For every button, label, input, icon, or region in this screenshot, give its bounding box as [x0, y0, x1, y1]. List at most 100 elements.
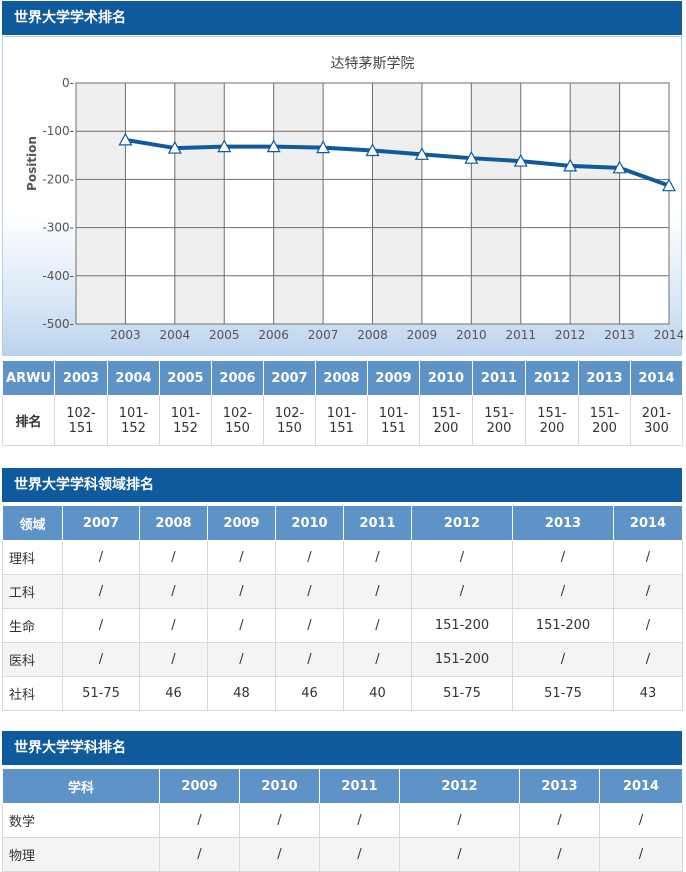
table-header-year: 2010	[239, 768, 320, 804]
line-chart: 0- -100- -200- -300- -400- -500- 2003 2004 2005 2…	[25, 56, 683, 342]
table-header-year: 2014	[599, 768, 683, 804]
table-row: 社科 51-75 46 48 46 40 51-75 51-75 43	[2, 676, 683, 711]
subject-ranking-table: 学科 2009 2010 2011 2012 2013 2014 数学 / / / / / / 物理 / / /…	[2, 768, 683, 872]
table-header-year: 2014	[613, 505, 683, 541]
rank-cell: /	[319, 837, 400, 872]
x-tick-label: 2013	[604, 328, 635, 342]
table-header-year: 2010	[275, 505, 344, 541]
plot-band	[76, 83, 126, 324]
section-header-field: 世界大学学科领域排名	[2, 468, 682, 502]
data-point	[661, 178, 677, 192]
y-tick-label: -200-	[42, 172, 74, 186]
table-header-year: 2009	[367, 360, 420, 396]
row-label: 医科	[2, 642, 63, 677]
rank-cell: /	[275, 642, 344, 677]
data-point	[365, 143, 380, 157]
rank-cell: /	[613, 540, 683, 575]
table-header-year: 2008	[139, 505, 208, 541]
rank-cell: /	[599, 837, 683, 872]
table-header-year: 2011	[472, 360, 526, 396]
rank-cell: /	[613, 608, 683, 643]
y-tick-label: -400-	[42, 269, 74, 283]
row-label: 工科	[2, 574, 63, 609]
table-header-year: 2006	[211, 360, 264, 396]
row-label: 社科	[2, 676, 63, 711]
table-header-year: 2009	[207, 505, 276, 541]
section-title: 世界大学学术排名	[14, 10, 126, 26]
rank-cell: 40	[343, 676, 412, 711]
rank-cell: /	[139, 642, 208, 677]
plot-band	[273, 83, 324, 324]
table-header-year: 2013	[578, 360, 631, 396]
rank-cell: /	[62, 608, 140, 643]
x-tick-label: 2009	[407, 328, 438, 342]
data-point	[464, 150, 479, 164]
rank-cell: 46	[139, 676, 208, 711]
rank-cell: 101-152	[159, 395, 212, 446]
section-title: 世界大学学科排名	[14, 740, 126, 756]
rank-cell: 51-75	[512, 676, 614, 711]
data-point	[167, 140, 182, 154]
rank-cell: /	[519, 837, 600, 872]
rank-cell: /	[399, 803, 520, 838]
rank-cell: /	[62, 540, 140, 575]
table-header-label: 学科	[2, 768, 160, 804]
table-header-year: 2011	[343, 505, 412, 541]
table-header-year: 2012	[399, 768, 520, 804]
x-tick-label: 2005	[209, 328, 240, 342]
rank-cell: /	[239, 803, 320, 838]
rank-cell: 102-150	[211, 395, 264, 446]
ranking-chart: 0- -100- -200- -300- -400- -500- 2003 2004 2005 2…	[2, 36, 683, 356]
data-point	[612, 160, 627, 174]
arwu-ranking-table: ARWU 2003 2004 2005 2006 2007 2008 2009 2010 2011…	[2, 360, 683, 446]
rank-cell: /	[411, 574, 513, 609]
table-row: 物理 / / / / / /	[2, 837, 683, 872]
y-tick-label: 0-	[62, 76, 74, 90]
table-row: 医科 / / / //151-200//	[2, 642, 683, 677]
section-title: 世界大学学科领域排名	[14, 477, 154, 493]
rank-cell: 151-200	[411, 642, 513, 677]
data-point	[266, 139, 281, 153]
rank-cell: /	[207, 642, 276, 677]
row-label: 理科	[2, 540, 63, 575]
rank-cell: 101-152	[107, 395, 160, 446]
rank-cell: /	[207, 540, 276, 575]
rank-cell: /	[411, 540, 513, 575]
y-tick-label: -100-	[42, 124, 74, 138]
rank-cell: 51-75	[62, 676, 140, 711]
table-header-label: 领域	[2, 505, 63, 541]
rank-cell: /	[512, 642, 614, 677]
table-row: 数学 / / / / / /	[2, 803, 683, 838]
rank-cell: 51-75	[411, 676, 513, 711]
rank-cell: 151-200	[525, 395, 579, 446]
x-tick-label: 2007	[308, 328, 339, 342]
x-tick-label: 2011	[505, 328, 536, 342]
table-header-year: 2005	[159, 360, 212, 396]
table-header-row: ARWU 2003 2004 2005 2006 2007 2008 2009 2010 2011…	[2, 360, 683, 396]
rank-cell: 101-151	[315, 395, 368, 446]
x-tick-label: 2014	[654, 328, 683, 342]
rank-cell: 46	[275, 676, 344, 711]
rank-cell: /	[159, 837, 240, 872]
rank-cell: 101-151	[367, 395, 420, 446]
table-header-year: 2013	[512, 505, 614, 541]
x-tick-label: 2006	[258, 328, 289, 342]
x-tick-label: 2003	[110, 328, 141, 342]
table-header-year: 2014	[630, 360, 683, 396]
x-tick-label: 2008	[357, 328, 388, 342]
rank-cell: 151-200	[472, 395, 526, 446]
rank-cell: 201-300	[630, 395, 683, 446]
rank-cell: /	[519, 803, 600, 838]
rank-cell: /	[275, 574, 344, 609]
data-point	[217, 139, 232, 153]
rank-cell: /	[599, 803, 683, 838]
table-header-year: 2003	[54, 360, 108, 396]
rank-cell: /	[62, 574, 140, 609]
plot-band	[471, 83, 521, 324]
rank-cell: /	[275, 608, 344, 643]
rank-cell: /	[239, 837, 320, 872]
rank-cell: /	[139, 574, 208, 609]
rank-cell: /	[275, 540, 344, 575]
rank-cell: /	[207, 574, 276, 609]
rank-cell: /	[207, 608, 276, 643]
